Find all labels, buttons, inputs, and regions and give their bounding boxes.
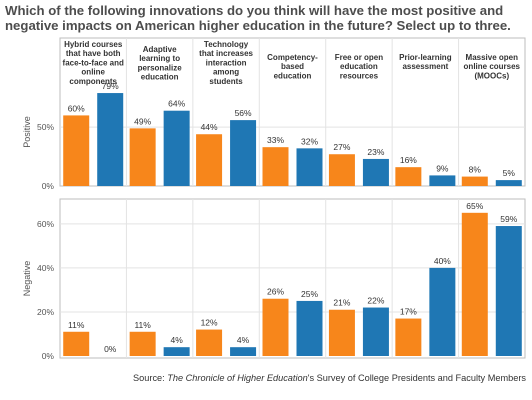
category-label-line: personalize — [138, 63, 183, 72]
negative-data-label: 4% — [237, 335, 250, 345]
category-label-line: Competency- — [267, 53, 318, 62]
negative-data-label: 4% — [170, 335, 183, 345]
negative-y-tick-label: 20% — [37, 307, 54, 317]
negative-bar — [362, 307, 389, 356]
source-note: Source: The Chronicle of Higher Educatio… — [0, 373, 526, 383]
category-label-line: (MOOCs) — [474, 71, 509, 80]
positive-data-label: 9% — [436, 163, 449, 173]
negative-bar — [196, 329, 223, 356]
positive-data-label: 16% — [400, 155, 417, 165]
category-label-line: Prior-learning — [399, 53, 452, 62]
positive-y-tick-label: 0% — [42, 181, 55, 191]
category-label-line: assessment — [402, 62, 448, 71]
positive-bar — [495, 180, 522, 186]
category-label-line: that have both — [66, 49, 121, 58]
negative-y-tick-label: 40% — [37, 263, 54, 273]
positive-bar — [328, 154, 355, 186]
positive-data-label: 32% — [301, 136, 318, 146]
positive-data-label: 23% — [367, 147, 384, 157]
positive-data-label: 27% — [333, 142, 350, 152]
negative-bar — [230, 347, 257, 356]
negative-bar — [461, 212, 488, 356]
positive-axis-label: Positive — [22, 116, 32, 148]
positive-bar — [163, 110, 190, 186]
positive-bar — [461, 176, 488, 186]
positive-bar — [97, 93, 124, 186]
negative-panel-frame — [59, 198, 526, 359]
positive-bar — [296, 148, 323, 186]
negative-data-label: 12% — [201, 318, 218, 328]
category-label-line: online courses — [464, 62, 521, 71]
negative-data-label: 11% — [68, 320, 85, 330]
negative-bar — [495, 226, 522, 356]
positive-bar — [129, 128, 156, 186]
category-label-line: Adaptive — [143, 45, 177, 54]
category-label-line: Hybrid courses — [64, 40, 123, 49]
category-label-line: education — [141, 73, 179, 82]
category-label-line: interaction — [206, 58, 247, 67]
negative-bar — [296, 300, 323, 356]
positive-data-label: 49% — [134, 116, 151, 126]
positive-bar — [262, 147, 289, 186]
negative-data-label: 17% — [400, 307, 417, 317]
negative-bar — [129, 331, 156, 356]
negative-bar — [63, 331, 90, 356]
positive-data-label: 64% — [168, 99, 185, 109]
negative-y-tick-label: 60% — [37, 219, 54, 229]
category-label-line: students — [209, 77, 243, 86]
category-label-line: learning to — [139, 54, 180, 63]
positive-bar — [362, 158, 389, 186]
category-label-line: resources — [340, 71, 379, 80]
positive-data-label: 8% — [469, 165, 482, 175]
category-label-line: Free or open — [335, 53, 384, 62]
negative-data-label: 59% — [500, 214, 517, 224]
chart-title: Which of the following innovations do yo… — [5, 3, 511, 33]
category-label-line: online — [81, 68, 105, 77]
source-suffix: 's Survey of College Presidents and Facu… — [307, 373, 526, 383]
negative-data-label: 22% — [367, 296, 384, 306]
negative-data-label: 21% — [333, 298, 350, 308]
positive-data-label: 56% — [235, 108, 252, 118]
positive-data-label: 33% — [267, 135, 284, 145]
source-prefix: Source: — [133, 373, 168, 383]
positive-bar — [395, 167, 422, 186]
positive-bar — [63, 115, 90, 186]
positive-y-tick-label: 50% — [37, 122, 54, 132]
negative-y-tick-label: 0% — [42, 351, 55, 361]
negative-bar — [395, 318, 422, 356]
negative-data-label: 26% — [267, 287, 284, 297]
category-label-line: among — [213, 68, 239, 77]
positive-data-label: 79% — [102, 81, 119, 91]
category-label-line: Massive open — [466, 53, 519, 62]
category-label-line: Technology — [204, 40, 249, 49]
category-label-line: education — [274, 71, 312, 80]
positive-bar — [429, 175, 456, 186]
category-label-line: that increases — [199, 49, 253, 58]
category-label-line: education — [340, 62, 378, 71]
negative-data-label: 0% — [104, 344, 117, 354]
negative-bar — [262, 298, 289, 356]
negative-bar — [328, 309, 355, 356]
negative-bar — [163, 347, 190, 356]
category-label-line: components — [69, 77, 117, 86]
positive-panel-frame — [59, 37, 526, 187]
negative-data-label: 25% — [301, 289, 318, 299]
positive-bar — [230, 120, 257, 186]
negative-bar — [429, 267, 456, 356]
negative-axis-label: Negative — [22, 261, 32, 297]
positive-data-label: 60% — [68, 103, 85, 113]
positive-data-label: 5% — [503, 168, 516, 178]
negative-data-label: 40% — [434, 256, 451, 266]
category-label-line: based — [281, 62, 304, 71]
positive-data-label: 44% — [201, 122, 218, 132]
positive-bar — [196, 134, 223, 186]
negative-data-label: 11% — [134, 320, 151, 330]
source-publication: The Chronicle of Higher Education — [167, 373, 308, 383]
negative-data-label: 65% — [466, 201, 483, 211]
category-label-line: face-to-face and — [63, 58, 124, 67]
